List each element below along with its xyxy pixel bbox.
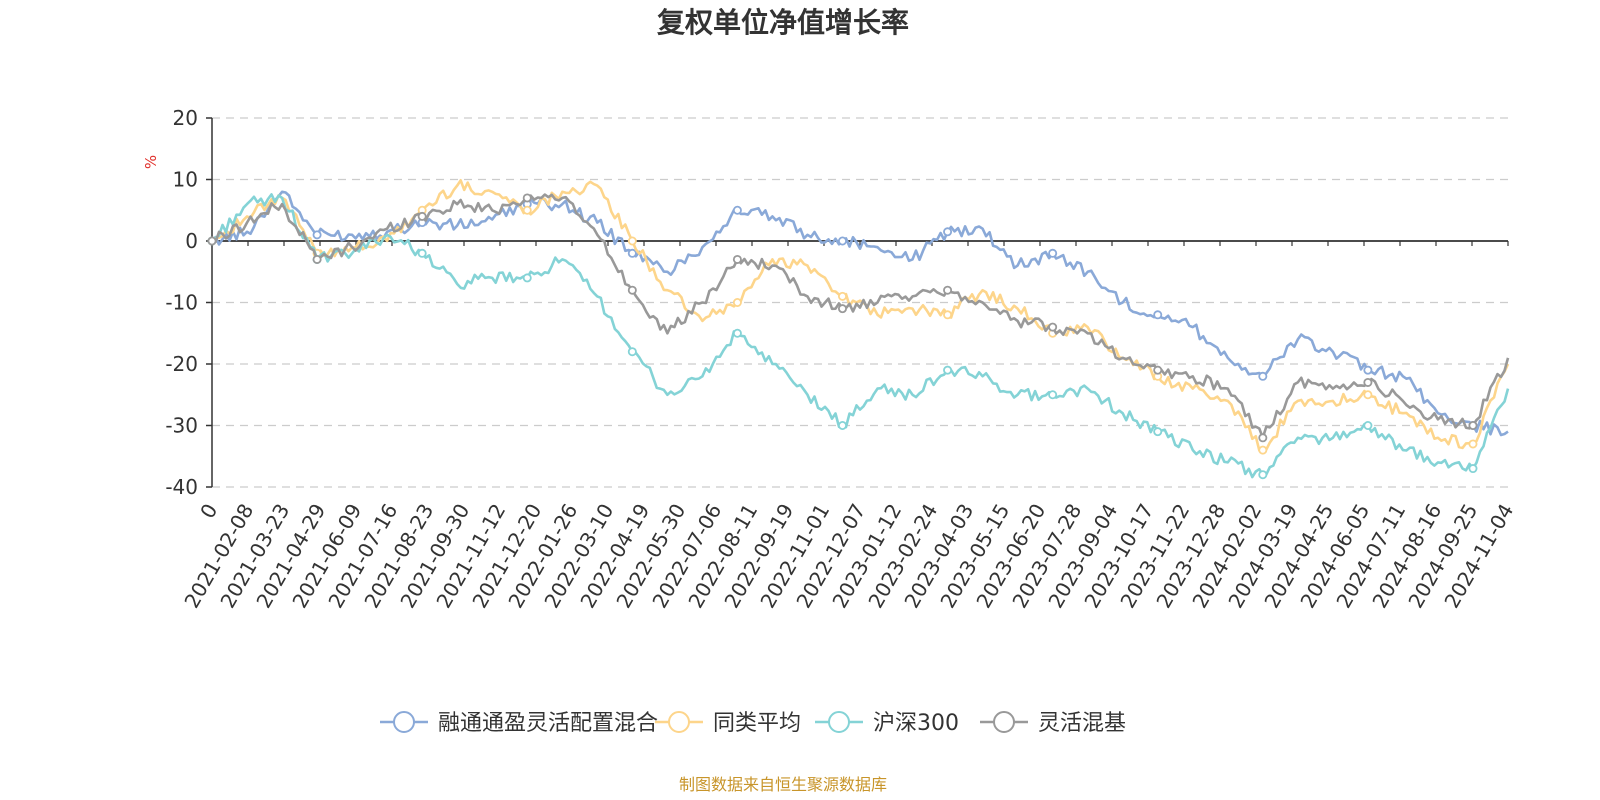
- data-point: [207, 236, 217, 246]
- legend-marker-icon: [393, 711, 415, 733]
- data-point: [1363, 390, 1373, 400]
- data-point: [837, 291, 847, 301]
- data-point: [627, 248, 637, 258]
- chart-title: 复权单位净值增长率: [657, 6, 909, 39]
- y-tick-label: 0: [185, 229, 198, 253]
- source-note: 制图数据来自恒生聚源数据库: [679, 775, 887, 794]
- data-point: [943, 365, 953, 375]
- y-tick-label: 10: [173, 168, 198, 192]
- y-axis-unit: %: [142, 155, 160, 169]
- legend-label: 灵活混基: [1038, 711, 1126, 736]
- data-point: [732, 254, 742, 264]
- series-line-0: [211, 190, 1509, 437]
- axes: 20100-10-20-30-4002021-02-082021-03-2320…: [165, 106, 1518, 612]
- legend-item-3[interactable]: 灵活混基: [980, 711, 1126, 736]
- legend-label: 同类平均: [713, 711, 801, 736]
- data-point: [312, 254, 322, 264]
- data-point: [837, 236, 847, 246]
- legend-label: 沪深300: [873, 711, 959, 736]
- y-tick-label: -20: [165, 352, 198, 376]
- data-point: [732, 328, 742, 338]
- data-point: [732, 205, 742, 215]
- data-point: [1468, 464, 1478, 474]
- data-point: [1363, 420, 1373, 430]
- data-point: [1258, 371, 1268, 381]
- legend-marker-icon: [668, 711, 690, 733]
- y-tick-label: -30: [165, 414, 198, 438]
- data-point: [1468, 420, 1478, 430]
- grid-lines: [212, 117, 1508, 488]
- data-point: [1048, 322, 1058, 332]
- data-point: [1258, 433, 1268, 443]
- data-point: [627, 236, 637, 246]
- y-tick-label: 20: [173, 106, 198, 130]
- data-point: [1048, 390, 1058, 400]
- data-point: [732, 297, 742, 307]
- data-point: [943, 285, 953, 295]
- legend-marker-icon: [828, 711, 850, 733]
- data-point: [1363, 377, 1373, 387]
- data-point: [1258, 470, 1268, 480]
- data-point: [627, 347, 637, 357]
- x-tick-label: 0: [195, 500, 222, 523]
- data-point: [1153, 365, 1163, 375]
- data-point: [943, 227, 953, 237]
- y-tick-label: -40: [165, 475, 198, 499]
- series-line-2: [211, 193, 1510, 479]
- y-tick-label: -10: [165, 291, 198, 315]
- data-point: [627, 285, 637, 295]
- data-point: [943, 310, 953, 320]
- legend-item-2[interactable]: 沪深300: [815, 711, 959, 736]
- series-line-3: [211, 193, 1510, 440]
- data-point: [522, 273, 532, 283]
- data-point: [417, 248, 427, 258]
- data-point: [417, 211, 427, 221]
- data-point: [312, 230, 322, 240]
- series-line-1: [211, 179, 1510, 452]
- data-point: [522, 205, 532, 215]
- legend-marker-icon: [993, 711, 1015, 733]
- legend-item-1[interactable]: 同类平均: [655, 711, 801, 736]
- series-lines: [207, 179, 1510, 480]
- data-point: [1258, 445, 1268, 455]
- data-point: [1363, 365, 1373, 375]
- data-point: [1468, 439, 1478, 449]
- legend-item-0[interactable]: 融通通盈灵活配置混合: [380, 711, 658, 736]
- data-point: [1048, 248, 1058, 258]
- legend[interactable]: 融通通盈灵活配置混合 同类平均 沪深300 灵活混基: [380, 711, 1126, 736]
- data-point: [837, 304, 847, 314]
- series-2: [207, 193, 1510, 480]
- data-point: [1153, 310, 1163, 320]
- data-point: [522, 193, 532, 203]
- legend-label: 融通通盈灵活配置混合: [438, 711, 658, 736]
- series-3: [207, 193, 1510, 443]
- data-point: [837, 420, 847, 430]
- data-point: [1153, 427, 1163, 437]
